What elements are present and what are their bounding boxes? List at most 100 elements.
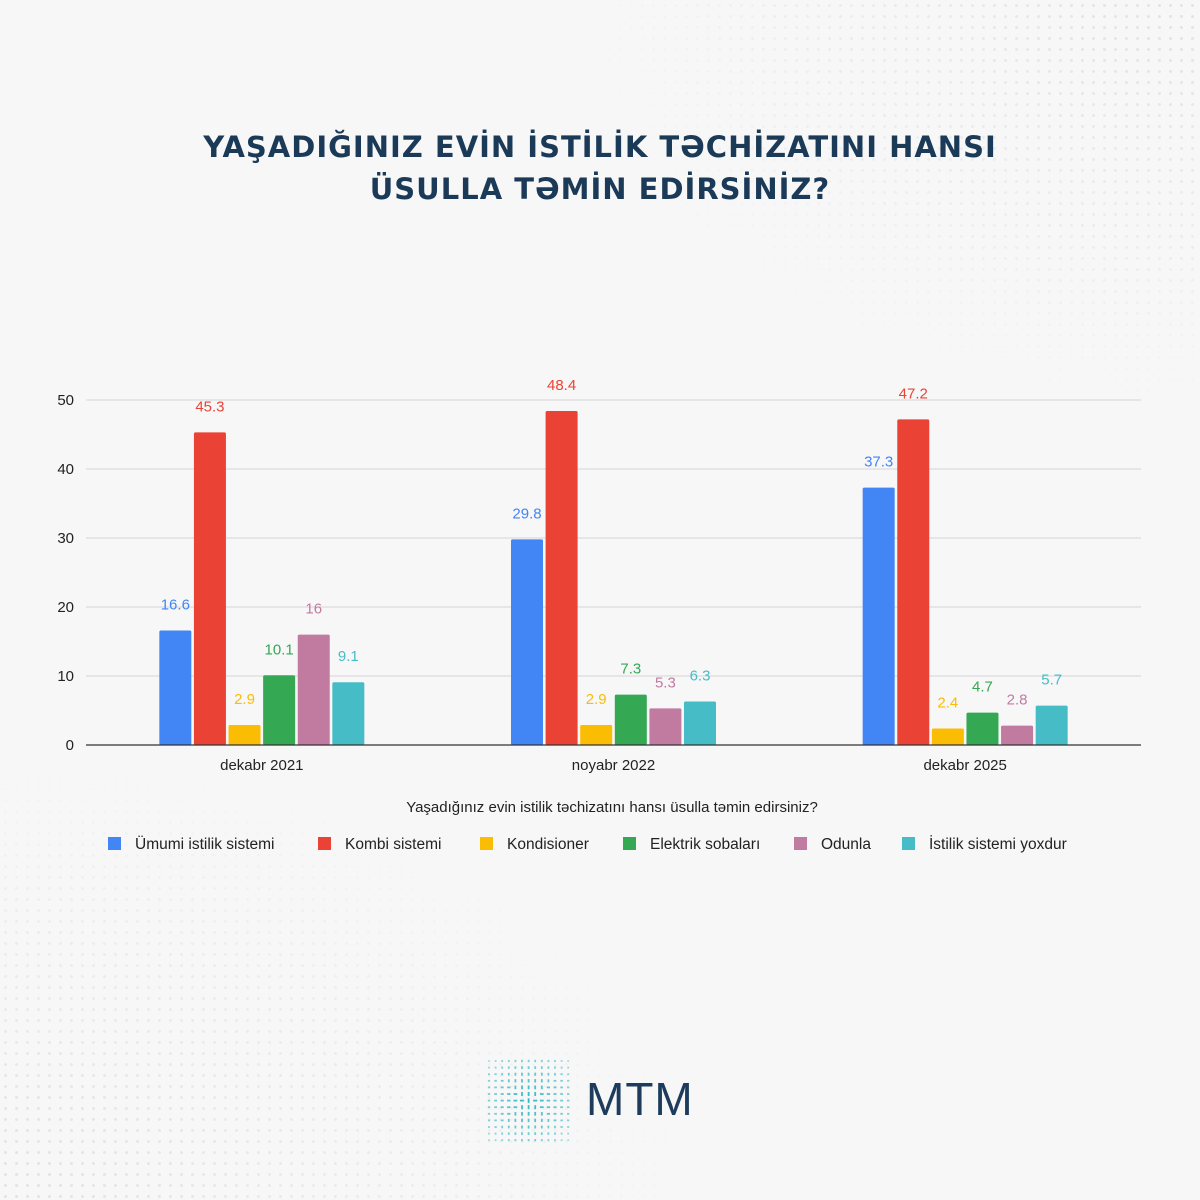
logo-mark-dot bbox=[534, 1132, 537, 1135]
title-line-1: YAŞADIĞINIZ EVİN İSTİLİK TƏCHİZATINI HAN… bbox=[203, 130, 997, 164]
data-label: 9.1 bbox=[338, 648, 359, 665]
bar bbox=[614, 694, 647, 745]
bar bbox=[545, 411, 578, 745]
logo-mark-dot bbox=[494, 1073, 497, 1076]
bar-chart: 0 10 20 30 40 50 16.6 45.3 2.9 10.1 16 9.1 dekabr 20… bbox=[57, 377, 1141, 853]
logo-mark-dot bbox=[534, 1072, 537, 1076]
x-tick-label: noyabr 2022 bbox=[572, 757, 655, 774]
logo-mark-dot bbox=[494, 1112, 497, 1115]
logo-mark-dot bbox=[546, 1099, 551, 1102]
logo-mark-dot bbox=[527, 1072, 530, 1076]
logo-mark-dot bbox=[521, 1091, 523, 1097]
data-label: 37.3 bbox=[864, 454, 893, 471]
legend-label: Kondisioner bbox=[507, 836, 589, 853]
data-label: 2.9 bbox=[234, 691, 255, 708]
legend-swatch bbox=[480, 837, 493, 850]
logo-mark-dot bbox=[567, 1139, 570, 1141]
logo-mark-dot bbox=[494, 1119, 497, 1122]
page-title: YAŞADIĞINIZ EVİN İSTİLİK TƏCHİZATINI HAN… bbox=[0, 126, 1200, 210]
logo-mark-dot bbox=[501, 1060, 504, 1062]
logo-mark-dot bbox=[500, 1086, 504, 1089]
logo-mark-dot bbox=[500, 1079, 504, 1082]
logo-mark-dot bbox=[560, 1073, 563, 1076]
logo-mark-dot bbox=[507, 1099, 511, 1102]
y-tick-label: 0 bbox=[66, 737, 74, 754]
logo-mark-dot bbox=[560, 1106, 563, 1109]
logo-mark-dot bbox=[507, 1106, 511, 1109]
y-tick-label: 10 bbox=[57, 668, 74, 685]
logo-text: MTM bbox=[586, 1073, 694, 1125]
bar bbox=[1035, 705, 1068, 745]
logo-mark-dot bbox=[567, 1060, 570, 1062]
logo-mark-dot bbox=[501, 1132, 504, 1135]
logo-mark-dot bbox=[514, 1079, 517, 1083]
logo-mark-dot bbox=[527, 1125, 530, 1129]
logo-mark-dot bbox=[521, 1079, 523, 1083]
logo-mark-dot bbox=[539, 1106, 544, 1109]
logo-mark-dot bbox=[567, 1073, 570, 1076]
logo-mark-dot bbox=[527, 1059, 530, 1063]
legend-swatch bbox=[902, 837, 915, 850]
logo-mark-dot bbox=[507, 1079, 510, 1083]
logo-mark-dot bbox=[553, 1093, 557, 1095]
logo-mark-dot bbox=[560, 1099, 563, 1102]
logo-mark-dot bbox=[521, 1066, 523, 1069]
logo-mark-dot bbox=[560, 1119, 563, 1122]
logo-mark-dot bbox=[514, 1118, 517, 1123]
logo-mark-dot bbox=[534, 1079, 537, 1083]
logo-mark-dot bbox=[507, 1072, 510, 1076]
x-axis-title: Yaşadığınız evin istilik təchizatını han… bbox=[406, 799, 818, 816]
logo-mark-dot bbox=[494, 1066, 497, 1069]
logo-mark-dot bbox=[514, 1066, 517, 1069]
legend-swatch bbox=[794, 837, 807, 850]
logo-mark-dot bbox=[534, 1066, 537, 1069]
x-tick-label: dekabr 2021 bbox=[220, 757, 303, 774]
data-label: 47.2 bbox=[899, 385, 928, 402]
logo-mark-dot bbox=[534, 1118, 537, 1123]
bar bbox=[159, 630, 192, 745]
y-tick-label: 40 bbox=[57, 461, 74, 478]
logo-mark-dot bbox=[519, 1099, 525, 1102]
logo-mark-dot bbox=[567, 1093, 570, 1095]
logo-mark-dot bbox=[500, 1119, 504, 1122]
data-label: 4.7 bbox=[972, 679, 993, 696]
logo-mark-dot bbox=[567, 1106, 570, 1109]
logo-mark-dot bbox=[527, 1085, 530, 1090]
logo-mark-dot bbox=[487, 1086, 491, 1089]
logo-mark-dot bbox=[554, 1060, 556, 1062]
logo-mark-dot bbox=[546, 1093, 551, 1095]
logo-mark-dot bbox=[507, 1132, 510, 1135]
logo-mark-dot bbox=[487, 1112, 491, 1115]
bar bbox=[228, 724, 261, 745]
logo-mark-dot bbox=[547, 1059, 550, 1063]
logo-mark-dot bbox=[494, 1139, 497, 1142]
logo-mark-dot bbox=[540, 1079, 543, 1083]
logo-mark-dot bbox=[507, 1118, 510, 1122]
x-tick-label: dekabr 2025 bbox=[923, 757, 1006, 774]
logo-mark-dot bbox=[527, 1139, 530, 1142]
logo-mark-dot bbox=[521, 1118, 523, 1123]
logo-mark-dot bbox=[546, 1112, 551, 1115]
bar bbox=[684, 701, 716, 745]
logo-mark-dot bbox=[567, 1132, 570, 1135]
logo-mark-dot bbox=[540, 1085, 543, 1090]
legend-label: İstilik sistemi yoxdur bbox=[929, 835, 1067, 853]
logo-mark-dot bbox=[527, 1098, 530, 1103]
logo-mark-dot bbox=[540, 1139, 543, 1142]
logo-mark-dot bbox=[546, 1106, 551, 1109]
logo-mark-dot bbox=[521, 1085, 523, 1090]
logo-mark-dot bbox=[540, 1112, 543, 1116]
logo-mark-dot bbox=[534, 1139, 537, 1142]
bar bbox=[931, 728, 964, 745]
data-label: 6.3 bbox=[690, 668, 711, 685]
legend-label: Odunla bbox=[821, 836, 871, 853]
logo-mark-dot bbox=[507, 1093, 511, 1095]
logo-mark-dot bbox=[553, 1086, 557, 1089]
data-label: 2.9 bbox=[586, 691, 607, 708]
logo-mark-dot bbox=[527, 1091, 530, 1097]
logo-mark-dot bbox=[514, 1112, 517, 1116]
logo-mark-dot bbox=[554, 1072, 556, 1076]
data-label: 29.8 bbox=[512, 505, 541, 522]
legend-swatch bbox=[623, 837, 636, 850]
logo-mark-dot bbox=[521, 1105, 523, 1110]
